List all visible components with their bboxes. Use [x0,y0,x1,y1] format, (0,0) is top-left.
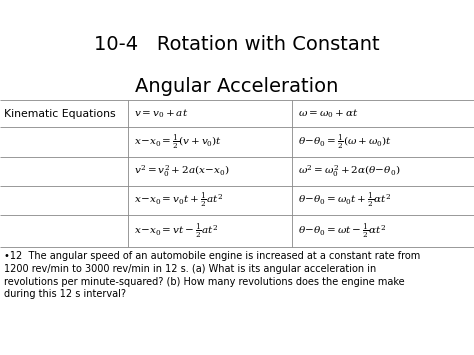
Text: •12  The angular speed of an automobile engine is increased at a constant rate f: •12 The angular speed of an automobile e… [4,251,420,299]
Text: $\theta\!-\!\theta_0 = \omega t - \frac{1}{2} \alpha t^2$: $\theta\!-\!\theta_0 = \omega t - \frac{… [298,222,386,241]
Text: $x\!-\!x_0 = \frac{1}{2}(v + v_0)t$: $x\!-\!x_0 = \frac{1}{2}(v + v_0)t$ [134,132,222,152]
Text: Angular Acceleration: Angular Acceleration [135,77,339,96]
Text: Kinematic Equations: Kinematic Equations [4,109,116,119]
Text: $\omega^2 = \omega_0^2 + 2\alpha(\theta\!-\!\theta_0)$: $\omega^2 = \omega_0^2 + 2\alpha(\theta\… [298,164,400,179]
Text: $v^2 = v_0^2 + 2a(x\!-\!x_0)$: $v^2 = v_0^2 + 2a(x\!-\!x_0)$ [134,164,229,179]
Text: $\theta\!-\!\theta_0 = \omega_0 t + \frac{1}{2} \alpha t^2$: $\theta\!-\!\theta_0 = \omega_0 t + \fra… [298,191,391,210]
Text: 10-4   Rotation with Constant: 10-4 Rotation with Constant [94,35,380,54]
Text: $\omega = \omega_0 + \alpha t$: $\omega = \omega_0 + \alpha t$ [298,107,358,120]
Text: $\theta\!-\!\theta_0 = \frac{1}{2}(\omega + \omega_0)t$: $\theta\!-\!\theta_0 = \frac{1}{2}(\omeg… [298,132,392,152]
Text: $x\!-\!x_0 = vt - \frac{1}{2} at^2$: $x\!-\!x_0 = vt - \frac{1}{2} at^2$ [134,222,218,241]
Text: $x\!-\!x_0 = v_0 t + \frac{1}{2} at^2$: $x\!-\!x_0 = v_0 t + \frac{1}{2} at^2$ [134,191,223,210]
Text: $v = v_0 + at$: $v = v_0 + at$ [134,107,188,120]
